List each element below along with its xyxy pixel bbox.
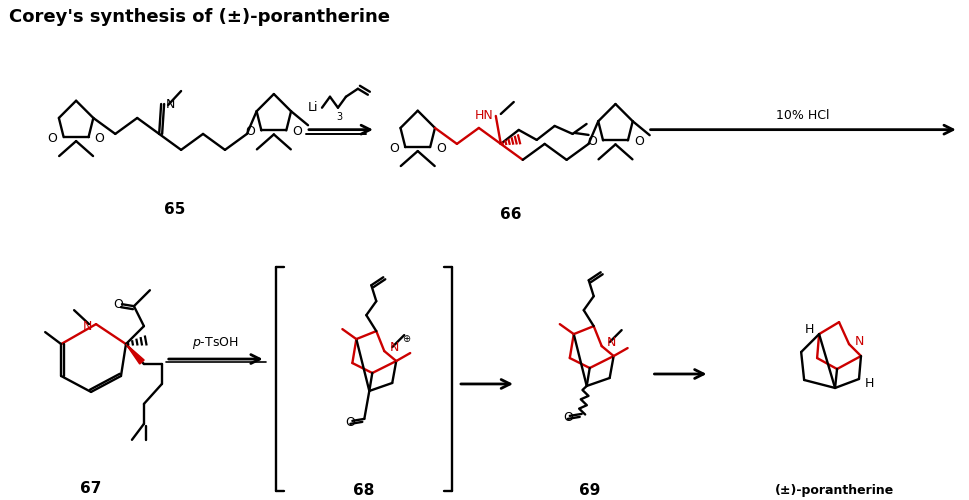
Text: O: O: [563, 412, 573, 424]
Text: 3: 3: [336, 112, 342, 122]
Text: O: O: [245, 125, 256, 138]
Text: O: O: [293, 125, 302, 138]
Text: H: H: [804, 322, 814, 336]
Text: O: O: [587, 135, 597, 148]
Text: 67: 67: [80, 481, 102, 496]
Text: N: N: [166, 98, 174, 112]
Text: Li: Li: [308, 101, 319, 114]
Text: $p$-TsOH: $p$-TsOH: [193, 335, 239, 351]
Text: O: O: [436, 142, 446, 154]
Text: O: O: [345, 416, 356, 430]
Text: N: N: [82, 320, 92, 332]
Text: N: N: [855, 334, 863, 347]
Text: N: N: [607, 336, 616, 348]
Text: (±)-porantherine: (±)-porantherine: [774, 484, 893, 497]
Text: O: O: [95, 132, 105, 144]
Text: 10% HCl: 10% HCl: [776, 109, 830, 122]
Text: 69: 69: [579, 483, 601, 498]
Text: 65: 65: [165, 202, 186, 217]
Text: O: O: [47, 132, 57, 144]
Text: H: H: [864, 378, 874, 390]
Text: O: O: [390, 142, 399, 154]
Text: ⊕: ⊕: [402, 334, 410, 344]
Polygon shape: [126, 344, 144, 364]
Text: N: N: [390, 340, 399, 353]
Text: HN: HN: [475, 110, 493, 122]
Text: O: O: [634, 135, 643, 148]
Text: Corey's synthesis of (±)-porantherine: Corey's synthesis of (±)-porantherine: [10, 8, 391, 26]
Text: 68: 68: [353, 483, 374, 498]
Text: 66: 66: [500, 207, 521, 222]
Text: O: O: [113, 298, 123, 310]
